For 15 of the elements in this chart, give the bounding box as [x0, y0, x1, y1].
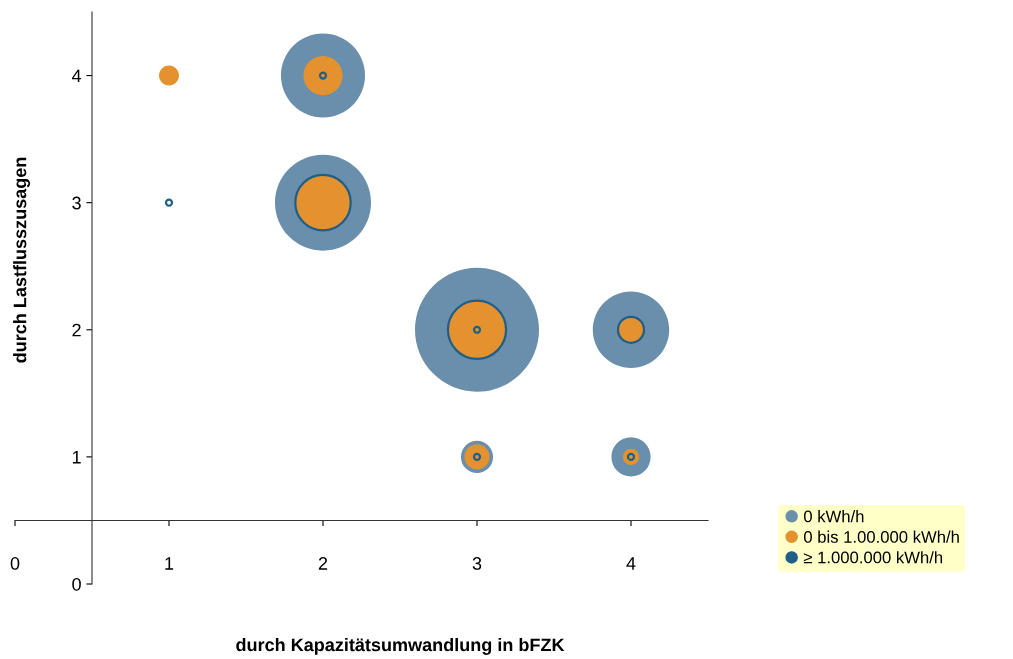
x-tick-label: 1	[165, 557, 174, 570]
x-axis-title: durch Kapazitätsumwandlung in bFZK	[236, 638, 565, 655]
y-axis-title: durch Lastflusszusagen	[13, 157, 30, 363]
x-tick-label: 2	[318, 557, 328, 570]
x-tick-label: 0	[10, 557, 20, 570]
y-tick-label: 4	[71, 69, 82, 83]
y-tick-label: 0	[72, 577, 81, 591]
legend-label: 0 bis 1.00.000 kWh/h	[803, 530, 959, 543]
y-tick-label: 2	[72, 323, 81, 337]
x-tick-label: 3	[472, 557, 482, 570]
x-tick-label: 4	[626, 557, 636, 570]
y-tick-label: 3	[72, 196, 81, 210]
legend-label: ≥ 1.000.000 kWh/h	[803, 551, 943, 564]
y-tick-label: 1	[72, 451, 81, 464]
legend-label: 0 kWh/h	[803, 510, 864, 523]
